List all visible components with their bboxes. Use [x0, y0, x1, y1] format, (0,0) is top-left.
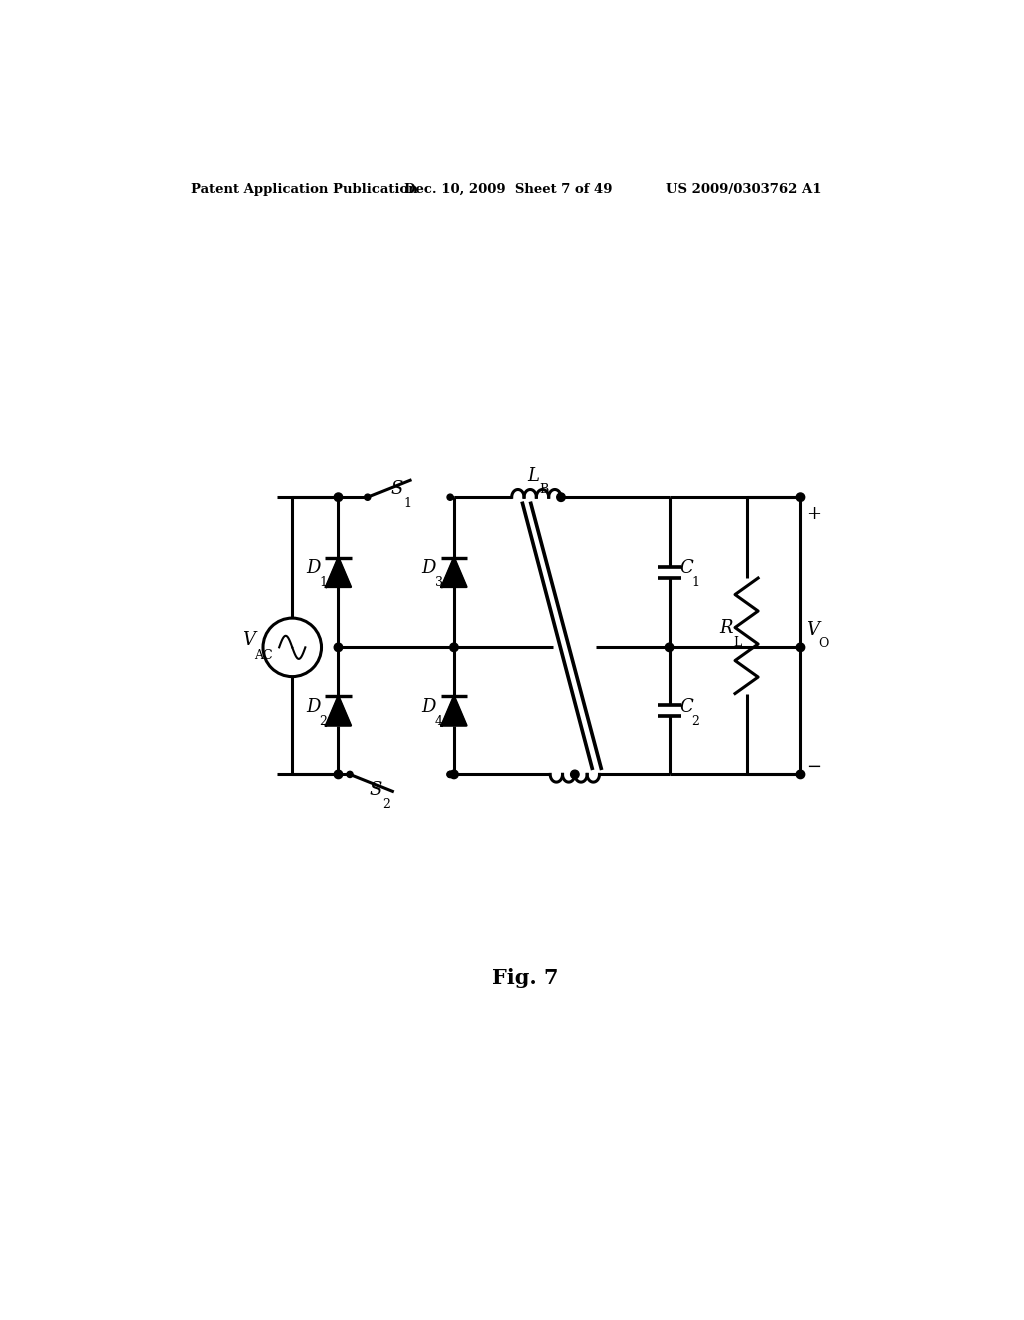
Text: Fig. 7: Fig. 7 [492, 969, 558, 989]
Text: 2: 2 [691, 714, 699, 727]
Circle shape [450, 770, 458, 779]
Circle shape [450, 643, 458, 652]
Text: 2: 2 [382, 797, 390, 810]
Text: O: O [818, 638, 828, 651]
Text: 2: 2 [319, 714, 327, 727]
Polygon shape [326, 557, 351, 587]
Text: D: D [422, 698, 436, 715]
Text: C: C [679, 560, 692, 577]
Text: R: R [720, 619, 733, 638]
Text: Dec. 10, 2009  Sheet 7 of 49: Dec. 10, 2009 Sheet 7 of 49 [403, 183, 612, 197]
Text: B: B [540, 483, 549, 496]
Text: −: − [806, 758, 821, 775]
Circle shape [334, 643, 343, 652]
Circle shape [557, 492, 565, 502]
Circle shape [666, 643, 674, 652]
Text: L: L [527, 467, 539, 484]
Text: Patent Application Publication: Patent Application Publication [190, 183, 418, 197]
Text: L: L [733, 636, 741, 649]
Text: V: V [806, 620, 819, 639]
Circle shape [347, 771, 353, 777]
Circle shape [797, 492, 805, 502]
Text: S: S [391, 480, 403, 499]
Text: D: D [306, 698, 321, 715]
Text: +: + [806, 506, 821, 523]
Text: 1: 1 [403, 498, 412, 511]
Text: 4: 4 [435, 714, 442, 727]
Text: AC: AC [255, 649, 273, 661]
Text: 3: 3 [435, 576, 442, 589]
Text: 1: 1 [691, 576, 699, 589]
Circle shape [447, 494, 454, 500]
Circle shape [570, 770, 580, 779]
Circle shape [447, 771, 454, 777]
Circle shape [365, 494, 371, 500]
Circle shape [334, 492, 343, 502]
Text: S: S [370, 781, 382, 799]
Polygon shape [441, 696, 466, 726]
Text: 1: 1 [319, 576, 328, 589]
Text: D: D [306, 560, 321, 577]
Text: V: V [243, 631, 255, 648]
Text: C: C [679, 698, 692, 715]
Polygon shape [441, 557, 466, 587]
Circle shape [797, 643, 805, 652]
Circle shape [797, 770, 805, 779]
Polygon shape [326, 696, 351, 726]
Circle shape [447, 771, 454, 777]
Text: US 2009/0303762 A1: US 2009/0303762 A1 [666, 183, 821, 197]
Circle shape [334, 770, 343, 779]
Text: D: D [422, 560, 436, 577]
